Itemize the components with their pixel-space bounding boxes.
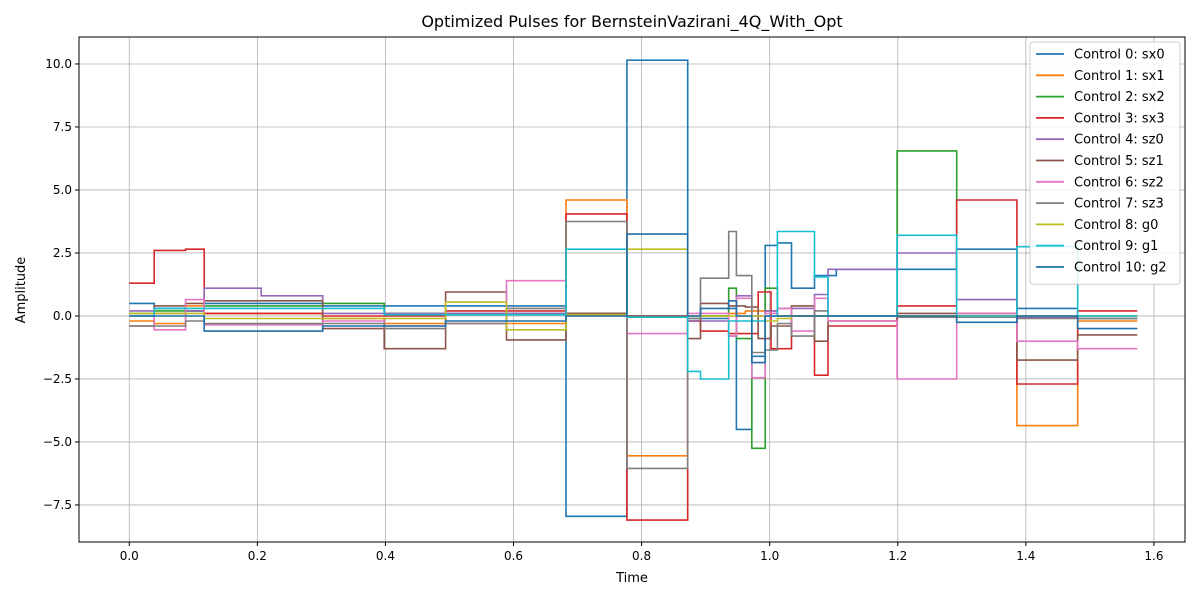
legend-label: Control 8: g0 [1074, 218, 1158, 233]
ticks: 0.0 0.2 0.4 0.6 0.8 1.0 1.2 1.4 1.6 −7.5 −5.0 −2.5 0… [43, 57, 1164, 563]
legend-label: Control 2: sx2 [1074, 90, 1165, 105]
legend-label: Control 1: sx1 [1074, 69, 1165, 84]
x-axis-title: Time [615, 571, 648, 586]
legend-label: Control 3: sx3 [1074, 111, 1165, 126]
x-tick-label: 0.6 [504, 549, 523, 563]
y-tick-label: −7.5 [43, 498, 72, 512]
legend-label: Control 10: g2 [1074, 261, 1167, 276]
legend-box [1029, 41, 1181, 285]
legend-label: Control 7: sz3 [1074, 197, 1164, 212]
y-tick-label: −2.5 [43, 372, 72, 386]
x-tick-label: 1.4 [1016, 549, 1035, 563]
legend: Control 0: sx0 Control 1: sx1 Control 2: s… [1029, 41, 1181, 285]
chart-title: Optimized Pulses for BernsteinVazirani_4… [421, 12, 842, 32]
x-tick-label: 0.8 [632, 549, 651, 563]
plot-frame [78, 36, 1186, 543]
legend-label: Control 4: sz0 [1074, 133, 1164, 148]
y-axis-title: Amplitude [14, 257, 29, 324]
x-tick-label: 0.2 [248, 549, 267, 563]
legend-label: Control 5: sz1 [1074, 154, 1164, 169]
series-line-control-10 [129, 233, 1138, 364]
legend-label: Control 6: sz2 [1074, 175, 1164, 190]
legend-label: Control 0: sx0 [1074, 48, 1165, 63]
y-tick-label: 5.0 [53, 183, 72, 197]
series-line-control-0 [129, 59, 1138, 518]
y-tick-label: 7.5 [53, 120, 72, 134]
x-tick-label: 1.6 [1144, 549, 1163, 563]
y-tick-label: −5.0 [43, 435, 72, 449]
x-tick-label: 1.0 [760, 549, 779, 563]
legend-label: Control 9: g1 [1074, 239, 1158, 254]
y-tick-label: 0.0 [53, 309, 72, 323]
series-layer [129, 59, 1138, 521]
y-tick-label: 10.0 [45, 57, 72, 71]
x-tick-label: 0.0 [120, 549, 139, 563]
x-tick-label: 1.2 [888, 549, 907, 563]
series-line-control-4 [129, 252, 1138, 337]
y-tick-label: 2.5 [53, 246, 72, 260]
x-tick-label: 0.4 [376, 549, 395, 563]
